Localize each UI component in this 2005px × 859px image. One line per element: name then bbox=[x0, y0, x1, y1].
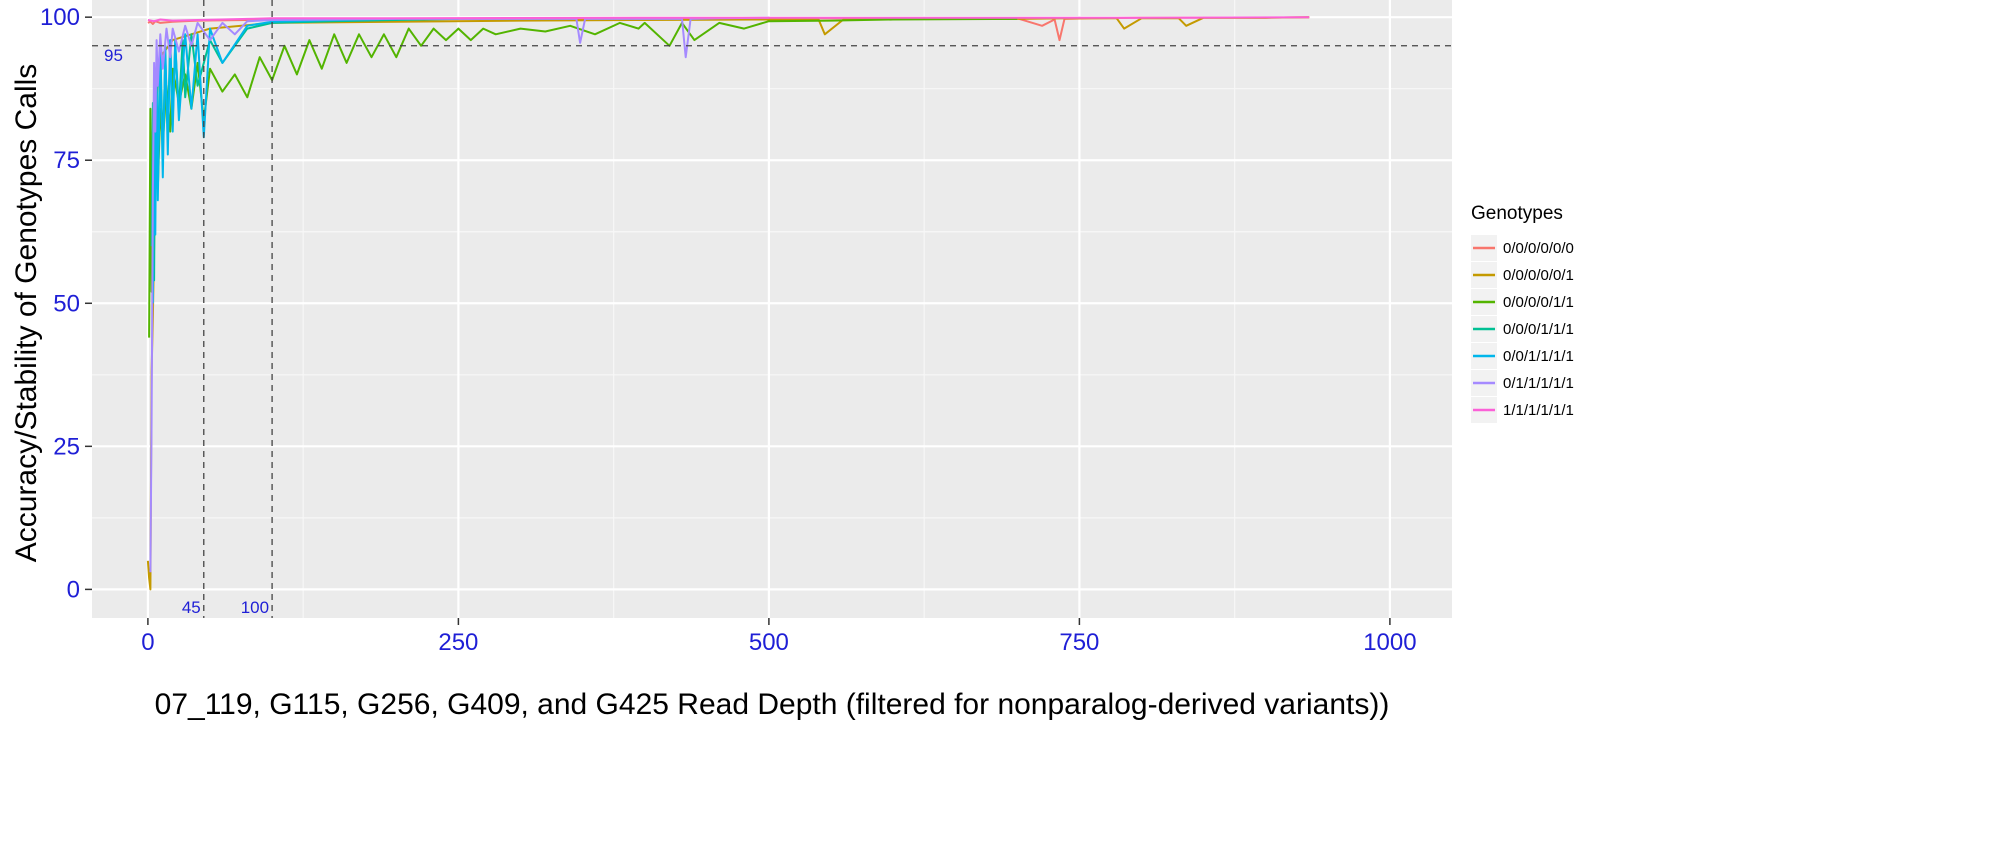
legend: Genotypes 0/0/0/0/0/00/0/0/0/0/10/0/0/0/… bbox=[1471, 203, 1574, 423]
x-tick-label: 500 bbox=[749, 629, 789, 656]
x-tick-label: 0 bbox=[141, 629, 154, 656]
y-axis-ticks: 0 25 50 75 100 bbox=[40, 4, 92, 603]
legend-label-1: 0/0/0/0/0/0 bbox=[1503, 240, 1574, 257]
reference-label-x-45: 45 bbox=[182, 598, 201, 617]
x-tick-label: 1000 bbox=[1363, 629, 1416, 656]
reference-label-x-100: 100 bbox=[241, 598, 269, 617]
x-axis-title: 07_119, G115, G256, G409, and G425 Read … bbox=[155, 688, 1390, 721]
grid-minor bbox=[92, 0, 1452, 618]
x-tick-label: 250 bbox=[438, 629, 478, 656]
series-layer bbox=[146, 16, 1310, 591]
y-tick-label: 100 bbox=[40, 4, 80, 31]
y-tick-label: 0 bbox=[67, 576, 80, 603]
legend-label-2: 0/0/0/0/0/1 bbox=[1503, 267, 1574, 284]
legend-label-5: 0/0/1/1/1/1 bbox=[1503, 348, 1574, 365]
y-tick-label: 50 bbox=[53, 290, 80, 317]
legend-label-7: 1/1/1/1/1/1 bbox=[1503, 402, 1574, 419]
y-axis-title: Accuracy/Stability of Genotypes Calls bbox=[10, 64, 43, 563]
x-tick-label: 750 bbox=[1059, 629, 1099, 656]
series-line-7 bbox=[147, 16, 1310, 23]
legend-label-6: 0/1/1/1/1/1 bbox=[1503, 375, 1574, 392]
legend-title: Genotypes bbox=[1471, 203, 1563, 224]
x-axis-ticks: 0 250 500 750 1000 bbox=[141, 618, 1417, 656]
y-tick-label: 75 bbox=[53, 147, 80, 174]
y-tick-label: 25 bbox=[53, 433, 80, 460]
legend-label-4: 0/0/0/1/1/1 bbox=[1503, 321, 1574, 338]
reference-label-y-95: 95 bbox=[104, 46, 123, 65]
legend-items: 0/0/0/0/0/0 0/0/0/0/0/1 0/0/0/0/1/1 0/0/0/1… bbox=[1471, 235, 1574, 423]
reference-labels: 95 45 100 bbox=[104, 46, 269, 617]
series-line-6 bbox=[149, 16, 769, 573]
legend-label-3: 0/0/0/0/1/1 bbox=[1503, 294, 1574, 311]
reference-lines bbox=[92, 0, 1452, 618]
plot-panel bbox=[92, 0, 1452, 618]
